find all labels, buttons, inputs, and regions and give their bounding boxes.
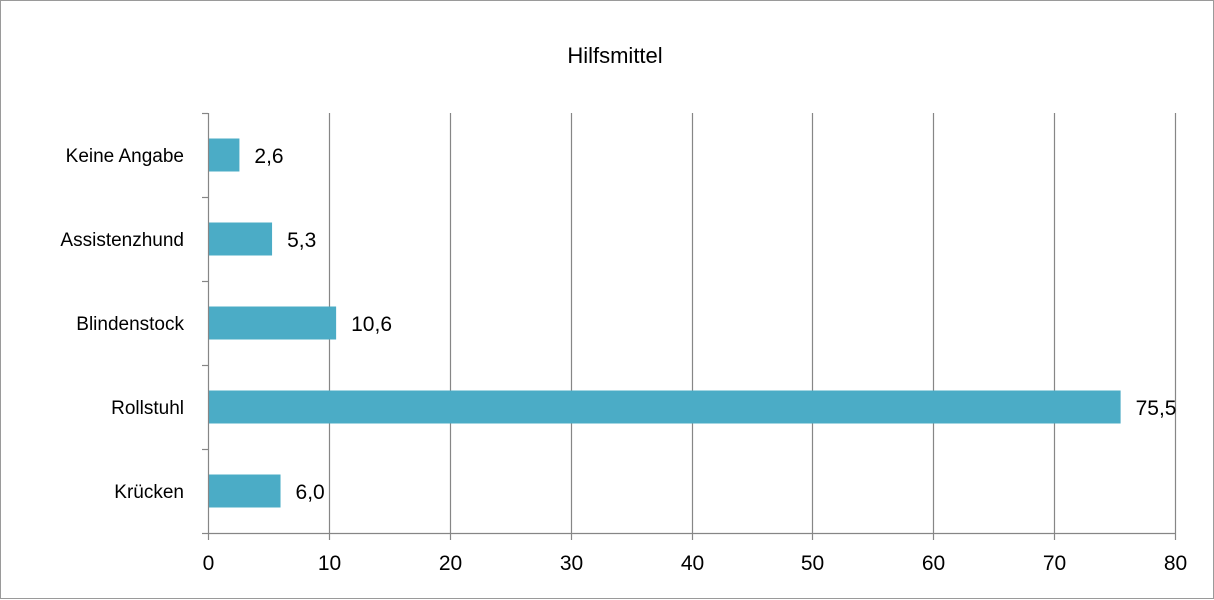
data-label-4: 6,0 xyxy=(296,481,325,504)
data-label-3: 75,5 xyxy=(1136,397,1177,420)
x-tick-label-60: 60 xyxy=(922,552,945,575)
bar-4 xyxy=(209,474,281,508)
x-tick-label-40: 40 xyxy=(681,552,704,575)
axes xyxy=(202,112,1177,540)
data-label-0: 2,6 xyxy=(254,145,283,168)
x-tick-label-50: 50 xyxy=(801,552,824,575)
x-tick-label-20: 20 xyxy=(439,552,462,575)
category-label-2: Blindenstock xyxy=(76,314,184,335)
bar-2 xyxy=(209,306,337,340)
x-tick-label-80: 80 xyxy=(1164,552,1187,575)
data-label-1: 5,3 xyxy=(287,229,316,252)
bar-1 xyxy=(209,222,273,256)
x-tick-label-70: 70 xyxy=(1043,552,1066,575)
category-label-0: Keine Angabe xyxy=(66,146,184,167)
data-label-2: 10,6 xyxy=(351,313,392,336)
labels: 0 10 20 30 40 50 60 70 80 Keine Angabe 2,6 Assisten… xyxy=(60,145,1187,575)
bar-3 xyxy=(209,390,1121,424)
category-label-3: Rollstuhl xyxy=(111,398,184,419)
category-label-4: Krücken xyxy=(114,482,184,503)
chart-title: Hilfsmittel xyxy=(567,43,662,68)
gridlines xyxy=(328,113,1177,533)
x-tick-label-0: 0 xyxy=(203,552,215,575)
x-tick-label-10: 10 xyxy=(318,552,341,575)
x-tick-label-30: 30 xyxy=(560,552,583,575)
bars xyxy=(209,138,1121,508)
bar-0 xyxy=(209,138,240,172)
category-label-1: Assistenzhund xyxy=(60,230,184,251)
